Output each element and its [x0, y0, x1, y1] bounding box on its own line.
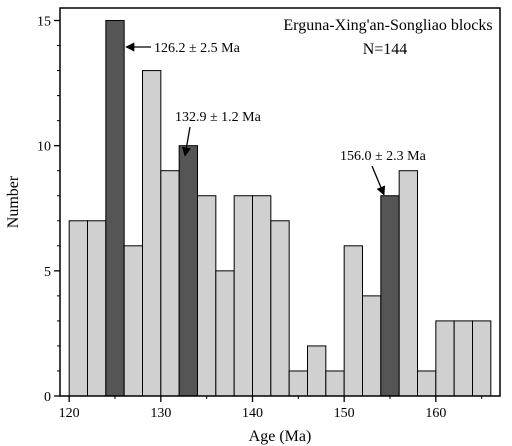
histogram-bar — [160, 170, 180, 397]
x-tick-label: 150 — [334, 406, 355, 421]
histogram-bar — [288, 370, 308, 397]
histogram-bar — [68, 220, 88, 397]
x-tick-label: 130 — [150, 406, 171, 421]
y-tick-label: 15 — [37, 15, 51, 30]
chart-title: Erguna-Xing'an-Songliao blocks — [283, 17, 492, 34]
histogram-bar — [142, 70, 162, 397]
annotation-label: 132.9 ± 1.2 Ma — [175, 110, 262, 125]
x-tick-label: 120 — [59, 406, 80, 421]
histogram-bar — [123, 245, 143, 397]
histogram-bar — [362, 295, 382, 397]
histogram-bar — [178, 145, 199, 397]
y-tick-label: 10 — [37, 140, 51, 155]
annotation-arrow — [371, 165, 386, 196]
bars-group — [68, 20, 492, 397]
histogram-bar — [197, 195, 217, 397]
plot-frame — [59, 7, 501, 397]
histogram-bar — [417, 370, 437, 397]
x-tick-label: 160 — [425, 406, 446, 421]
x-axis-label: Age (Ma) — [249, 428, 312, 445]
histogram-bar — [453, 320, 473, 397]
histogram-bar — [270, 220, 290, 397]
annotation-label: 156.0 ± 2.3 Ma — [340, 149, 427, 164]
annotations-group: 126.2 ± 2.5 Ma 132.9 ± 1.2 Ma 156.0 ± 2.3 … — [125, 41, 427, 196]
histogram-bar — [215, 270, 235, 397]
histogram-bar — [233, 195, 254, 397]
x-tick-label: 140 — [242, 406, 263, 421]
y-tick-label: 0 — [44, 390, 51, 405]
y-tick-label: 5 — [44, 265, 51, 280]
histogram-bar — [87, 220, 107, 397]
ticks-group: 120 130 140 150 160 0 5 10 15 — [37, 15, 483, 421]
histogram-bar — [252, 195, 272, 397]
histogram-bar — [472, 320, 492, 397]
histogram-bar — [435, 320, 455, 397]
histogram-bar — [380, 195, 400, 397]
histogram-bar — [307, 345, 327, 397]
annotation-arrow — [181, 126, 191, 157]
annotation-label: 126.2 ± 2.5 Ma — [154, 41, 241, 56]
chart-subtitle: N=144 — [363, 41, 408, 58]
histogram-bar — [343, 245, 363, 397]
histogram-bar — [105, 20, 125, 397]
histogram-bar — [325, 370, 345, 397]
histogram-bar — [398, 170, 418, 397]
y-axis-label: Number — [5, 175, 22, 228]
